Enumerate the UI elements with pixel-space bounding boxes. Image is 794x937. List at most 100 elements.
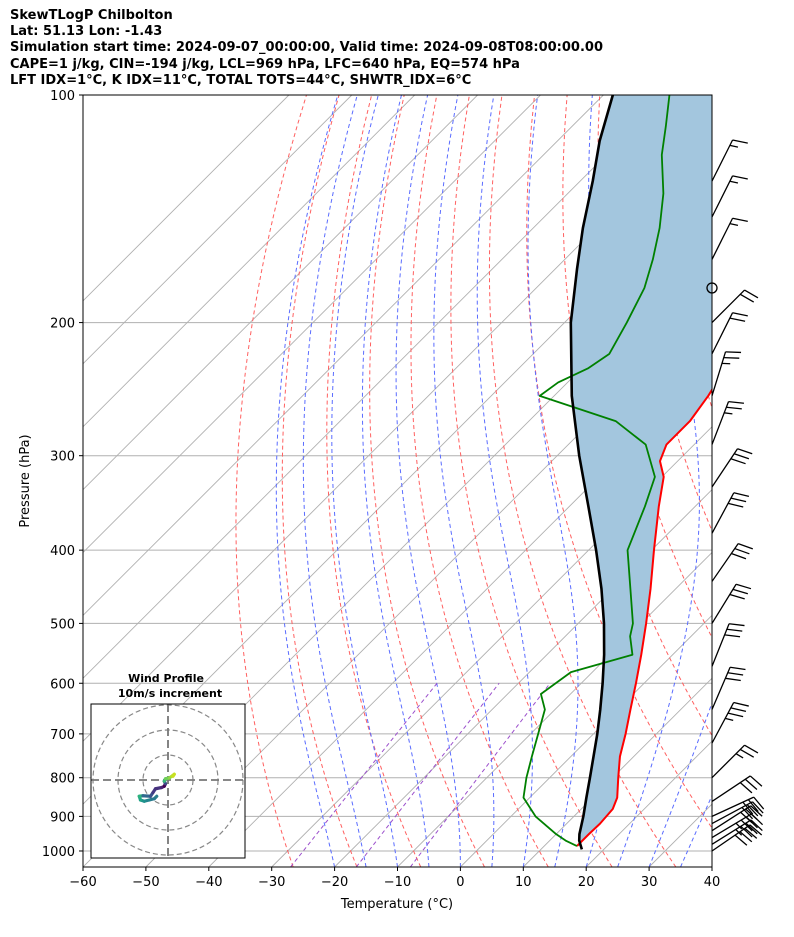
x-axis-label: Temperature (°C) — [340, 897, 453, 912]
barb-flag — [727, 672, 744, 676]
wind-barb — [711, 492, 750, 534]
barb-flag — [730, 666, 746, 671]
moist-adiabat-line — [433, 95, 495, 867]
x-tick-label: 40 — [704, 875, 721, 890]
isotherm-line — [397, 551, 712, 867]
barb-half-flag — [735, 753, 744, 759]
barb-half-flag — [735, 829, 743, 836]
isotherm-line — [83, 95, 667, 679]
barb-flag — [744, 827, 758, 839]
x-tick-label: 0 — [456, 875, 464, 890]
barb-flag — [752, 801, 764, 814]
barb-flag — [735, 583, 752, 590]
barb-flag — [745, 822, 758, 835]
barb-shaft — [711, 492, 735, 534]
y-tick-label: 800 — [50, 772, 75, 787]
hodograph-plot — [91, 704, 245, 858]
wind-barb — [711, 623, 745, 667]
y-tick-label: 300 — [50, 450, 75, 465]
mixing-ratio-line — [290, 682, 438, 867]
moist-adiabat-line — [476, 95, 533, 867]
wind-barb — [711, 351, 742, 397]
barb-shaft — [711, 543, 739, 582]
barb-flag — [741, 807, 754, 820]
barb-flag — [726, 406, 742, 410]
barb-flag — [750, 819, 763, 832]
y-tick-label: 400 — [50, 544, 75, 559]
dry-adiabat-line — [763, 95, 794, 867]
x-tick-label: 30 — [641, 875, 658, 890]
isotherm-line — [83, 95, 353, 365]
barb-flag — [732, 312, 748, 317]
dry-adiabat-line — [326, 95, 422, 867]
isotherm-line — [83, 95, 290, 302]
barb-flag — [740, 819, 753, 832]
barb-shaft — [711, 744, 745, 779]
hodograph-inset: Wind Profile 10m/s increment — [90, 672, 246, 859]
barb-flag — [746, 804, 759, 817]
hodograph-title: Wind Profile — [128, 672, 204, 685]
barb-shaft — [711, 351, 727, 397]
barb-flag — [725, 677, 741, 682]
dry-adiabat-line — [730, 95, 794, 867]
barb-flag — [739, 831, 753, 843]
dewpoint-profile-line — [522, 95, 671, 847]
x-tick-label: −20 — [321, 875, 348, 890]
barb-shaft — [711, 702, 735, 744]
barb-flag — [742, 801, 754, 815]
dry-adiabat-line — [235, 95, 307, 867]
wind-barb — [706, 282, 718, 294]
hodograph-frame — [90, 703, 246, 859]
hodograph-segment — [171, 772, 176, 778]
wind-barb — [711, 448, 753, 488]
calm-circle — [706, 282, 718, 294]
wind-barb — [711, 543, 754, 582]
barb-flag — [730, 458, 746, 465]
barb-flag — [737, 448, 753, 455]
barb-shaft — [711, 667, 731, 710]
barb-flag — [739, 748, 755, 758]
barb-flag — [728, 400, 745, 404]
barb-flag — [734, 547, 750, 555]
barb-flag — [730, 497, 747, 503]
barb-flag — [739, 782, 753, 794]
barb-flag — [729, 593, 745, 600]
wind-barb — [711, 666, 746, 710]
cape-cin-fill — [570, 95, 712, 847]
barb-flag — [733, 453, 750, 460]
barb-half-flag — [735, 822, 743, 830]
y-tick-label: 600 — [50, 677, 75, 692]
barb-flag — [734, 834, 748, 846]
barb-flag — [729, 317, 746, 322]
barb-half-flag — [725, 717, 734, 722]
index-line: LFT IDX=1°C, K IDX=11°C, TOTAL TOTS=44°C… — [10, 72, 472, 88]
barb-half-flag — [724, 412, 733, 415]
barb-half-flag — [729, 180, 739, 184]
y-tick-label: 700 — [50, 728, 75, 743]
barb-flag — [740, 811, 753, 824]
y-tick-label: 200 — [50, 317, 75, 332]
barb-shaft — [711, 813, 752, 839]
wind-barb — [711, 796, 765, 817]
barb-flag — [747, 799, 759, 812]
isotherm-line — [83, 95, 478, 491]
barb-shaft — [711, 139, 734, 182]
hodograph-subtitle: 10m/s increment — [118, 687, 222, 700]
barb-flag — [740, 825, 753, 838]
time-line: Simulation start time: 2024-09-07_00:00:… — [10, 40, 603, 56]
barb-flag — [732, 217, 748, 223]
barb-flag — [737, 543, 754, 550]
isotherm-line — [334, 488, 712, 867]
barb-flag — [749, 775, 763, 787]
isotherm-line — [83, 95, 604, 617]
y-tick-label: 900 — [50, 810, 75, 825]
wind-barb — [711, 175, 748, 218]
isotherm-line — [460, 614, 712, 867]
moist-adiabat-line — [395, 95, 461, 867]
barb-flag — [730, 707, 747, 712]
barb-flag — [753, 796, 765, 810]
barb-flag — [733, 701, 749, 707]
barb-flag — [745, 808, 758, 820]
wind-barb — [711, 217, 748, 260]
